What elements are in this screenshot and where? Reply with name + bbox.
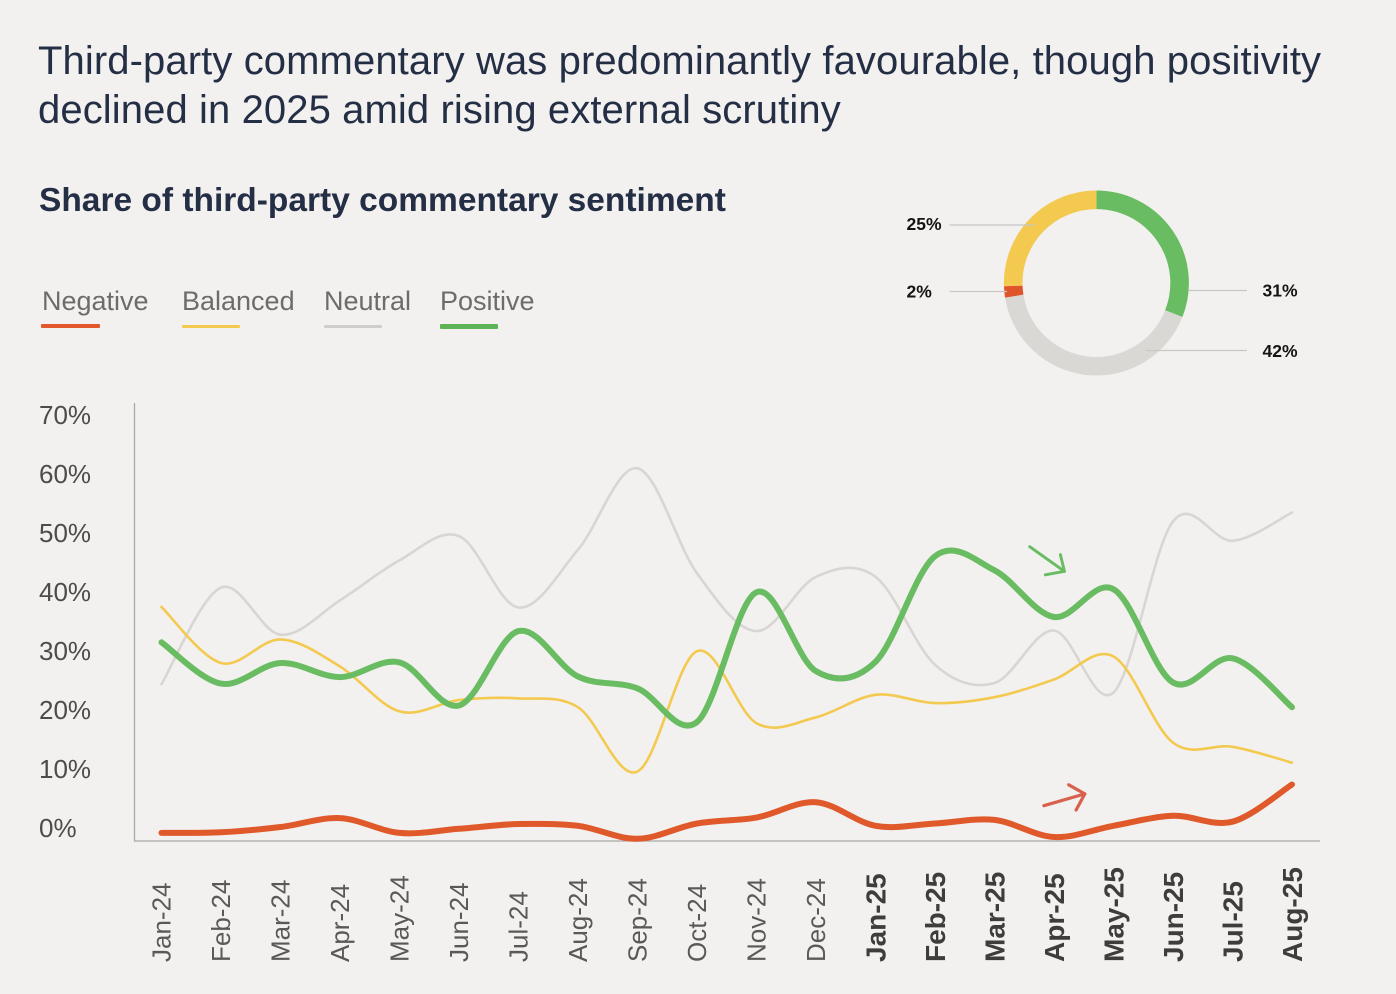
svg-text:Oct-24: Oct-24 <box>682 884 712 962</box>
svg-text:40%: 40% <box>39 577 91 607</box>
svg-text:50%: 50% <box>39 518 91 548</box>
svg-text:Jul-25: Jul-25 <box>1218 881 1249 962</box>
svg-text:31%: 31% <box>1263 281 1298 301</box>
svg-text:Nov-24: Nov-24 <box>742 878 772 962</box>
svg-text:2%: 2% <box>907 282 933 302</box>
svg-text:Apr-25: Apr-25 <box>1039 873 1070 962</box>
svg-text:Feb-25: Feb-25 <box>920 872 951 962</box>
svg-text:70%: 70% <box>39 400 91 430</box>
svg-text:Aug-24: Aug-24 <box>563 878 593 962</box>
svg-text:Feb-24: Feb-24 <box>206 880 236 962</box>
svg-text:30%: 30% <box>39 636 91 666</box>
svg-text:Sep-24: Sep-24 <box>623 878 653 962</box>
svg-text:May-24: May-24 <box>385 875 415 962</box>
svg-text:20%: 20% <box>39 695 91 725</box>
svg-text:Apr-24: Apr-24 <box>325 884 355 962</box>
svg-text:Jun-24: Jun-24 <box>444 883 474 963</box>
svg-text:60%: 60% <box>39 459 91 489</box>
svg-text:Aug-25: Aug-25 <box>1277 867 1308 962</box>
svg-text:Jun-25: Jun-25 <box>1158 872 1189 962</box>
svg-text:Jan-25: Jan-25 <box>861 873 892 962</box>
svg-text:Jul-24: Jul-24 <box>504 891 534 962</box>
svg-text:42%: 42% <box>1263 341 1298 361</box>
svg-text:Mar-25: Mar-25 <box>980 872 1011 962</box>
svg-text:Mar-24: Mar-24 <box>266 880 296 962</box>
svg-text:10%: 10% <box>39 754 91 784</box>
svg-text:25%: 25% <box>907 214 942 234</box>
svg-text:Dec-24: Dec-24 <box>801 878 831 962</box>
svg-text:Jan-24: Jan-24 <box>147 883 177 963</box>
svg-text:0%: 0% <box>39 813 77 843</box>
svg-text:May-25: May-25 <box>1099 867 1130 962</box>
